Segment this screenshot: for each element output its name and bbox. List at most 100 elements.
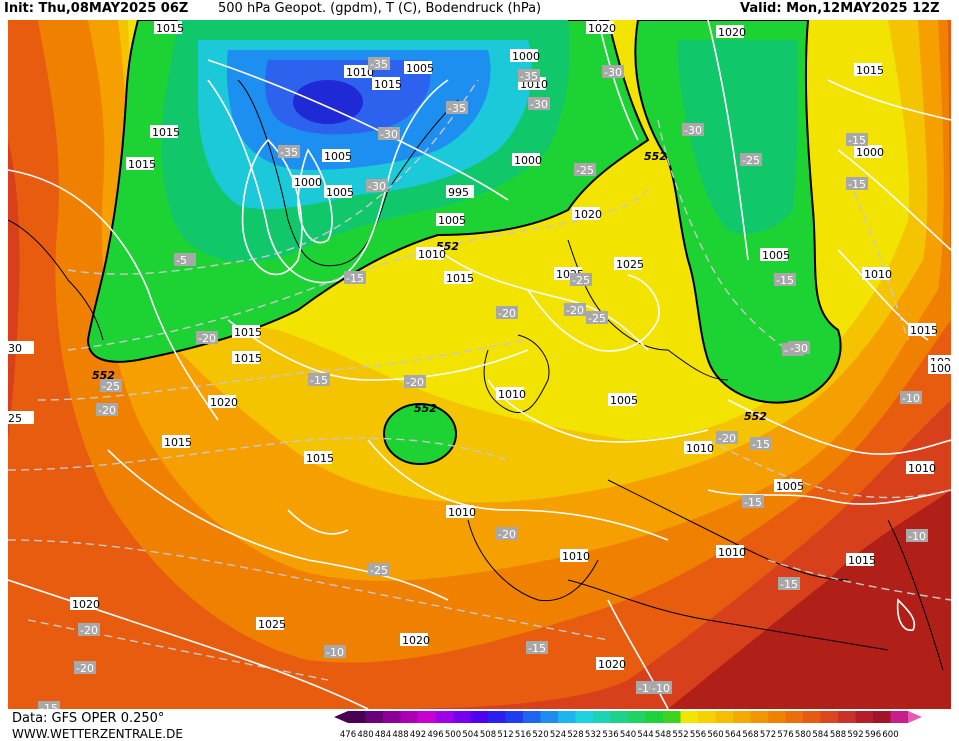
colorbar-tick-label: 596 <box>865 730 881 739</box>
temperature-label-background <box>906 529 928 542</box>
pressure-label-background <box>496 387 524 400</box>
map-title: 500 hPa Geopot. (gpdm), T (C), Bodendruc… <box>218 1 542 16</box>
temperature-label: -15 <box>528 642 546 655</box>
temperature-label-background <box>846 133 868 146</box>
field-cutoff-low <box>383 403 457 465</box>
temperature-label-background <box>496 527 518 540</box>
pressure-label-background <box>154 21 182 34</box>
pressure-label: 1010 <box>498 388 526 401</box>
temperature-label: -5 <box>176 254 187 267</box>
pressure-label: 1010 <box>908 462 936 475</box>
colorbar-tick-label: 532 <box>585 730 601 739</box>
temperature-label: -15 <box>40 702 58 709</box>
pressure-label: 1005 <box>406 62 434 75</box>
pressure-label: 1015 <box>306 452 334 465</box>
colorbar-segment <box>470 711 489 723</box>
colorbar-segment <box>383 711 401 723</box>
temperature-label: -15 <box>744 496 762 509</box>
colorbar-tick-label: 544 <box>637 730 653 739</box>
temperature-label: -35 <box>370 58 388 71</box>
temperature-label-background <box>344 271 366 284</box>
pressure-label-background <box>596 657 624 670</box>
temperature-label-background <box>496 306 518 319</box>
colorbar-segment <box>523 711 541 723</box>
colorbar-tick-label: 560 <box>707 730 723 739</box>
temperature-label-background <box>778 577 800 590</box>
temperature-label: -30 <box>684 124 702 137</box>
pressure-label: 1010 <box>346 66 374 79</box>
temperature-label-background <box>366 179 388 192</box>
temperature-label-background <box>564 303 586 316</box>
colorbar-tick-label: 556 <box>690 730 706 739</box>
pressure-label-background <box>372 77 400 90</box>
pressure-label: 1015 <box>446 272 474 285</box>
temperature-label: -35 <box>520 70 538 83</box>
pressure-label-background <box>586 21 614 34</box>
temperature-label: -35 <box>280 146 298 159</box>
pressure-label: 1015 <box>856 64 884 77</box>
colorbar-segment <box>645 711 664 723</box>
colorbar-tick-label: 512 <box>497 730 513 739</box>
temperature-label-background <box>602 65 624 78</box>
pressure-label: 1020 <box>72 598 100 611</box>
temperature-label: -15 <box>310 374 328 387</box>
temperature-label: -15 <box>780 578 798 591</box>
temperature-label: -25 <box>576 164 594 177</box>
contour-552-label: 552 <box>644 150 667 163</box>
pressure-label-background <box>560 549 588 562</box>
pressure-label: 1005 <box>438 214 466 227</box>
coastlines <box>8 79 944 671</box>
colorbar-tick-label: 488 <box>392 730 408 739</box>
pressure-label-background <box>446 185 474 198</box>
pressure-label-background <box>8 411 34 424</box>
pressure-label-background <box>862 267 890 280</box>
colorbar-segment <box>820 711 839 723</box>
temperature-label: -30 <box>380 128 398 141</box>
pressure-label: 1010 <box>418 248 446 261</box>
pressure-label-background <box>416 247 444 260</box>
temperature-label: -30 <box>604 66 622 79</box>
pressure-label: 1020 <box>402 634 430 647</box>
colorbar-tick-label: 516 <box>515 730 531 739</box>
pressure-label-background <box>614 257 642 270</box>
temperature-label: -10 <box>902 392 920 405</box>
pressure-label: 1005 <box>610 394 638 407</box>
pressure-label: 1015 <box>156 22 184 35</box>
temperature-label-background <box>174 253 196 266</box>
pressure-label: 1025 <box>258 618 286 631</box>
pressure-label: 1015 <box>848 554 876 567</box>
colorbar-tick-label: 588 <box>830 730 846 739</box>
temperature-label: -20 <box>98 404 116 417</box>
pressure-label: 1025 <box>616 258 644 271</box>
temperature-label-background <box>846 177 868 190</box>
temperature-label-background <box>368 57 390 70</box>
temperature-label: -15 <box>776 274 794 287</box>
pressure-label: 1020 <box>210 396 238 409</box>
temperature-label: -30 <box>790 342 808 355</box>
colorbar-segment <box>733 711 751 723</box>
pressure-label-background <box>162 435 190 448</box>
pressure-label: 1015 <box>164 436 192 449</box>
temperature-label: -20 <box>76 662 94 675</box>
colorbar-segment <box>785 711 804 723</box>
temperature-label-background <box>96 403 118 416</box>
temperature-label-background <box>196 331 218 344</box>
edge-labels: 30 25 100 -10 <box>8 341 951 425</box>
colorbar-tick-label: 552 <box>672 730 688 739</box>
pressure-label-background <box>854 145 882 158</box>
colorbar-segment <box>435 711 454 723</box>
pressure-label-background <box>774 479 802 492</box>
colorbar-segment <box>418 711 436 723</box>
init-time: Init: Thu,08MAY2025 06Z <box>4 1 189 16</box>
pressure-label: 1005 <box>762 249 790 262</box>
pressure-label: 1010 <box>718 546 746 559</box>
pressure-label: 995 <box>448 186 469 199</box>
temperature-label-background <box>368 563 390 576</box>
pressure-label-background <box>716 545 744 558</box>
temperature-label-background <box>78 623 100 636</box>
edge-label: 30 <box>8 342 22 355</box>
temperature-label-background <box>650 681 672 694</box>
colorbar-segment <box>680 711 699 723</box>
